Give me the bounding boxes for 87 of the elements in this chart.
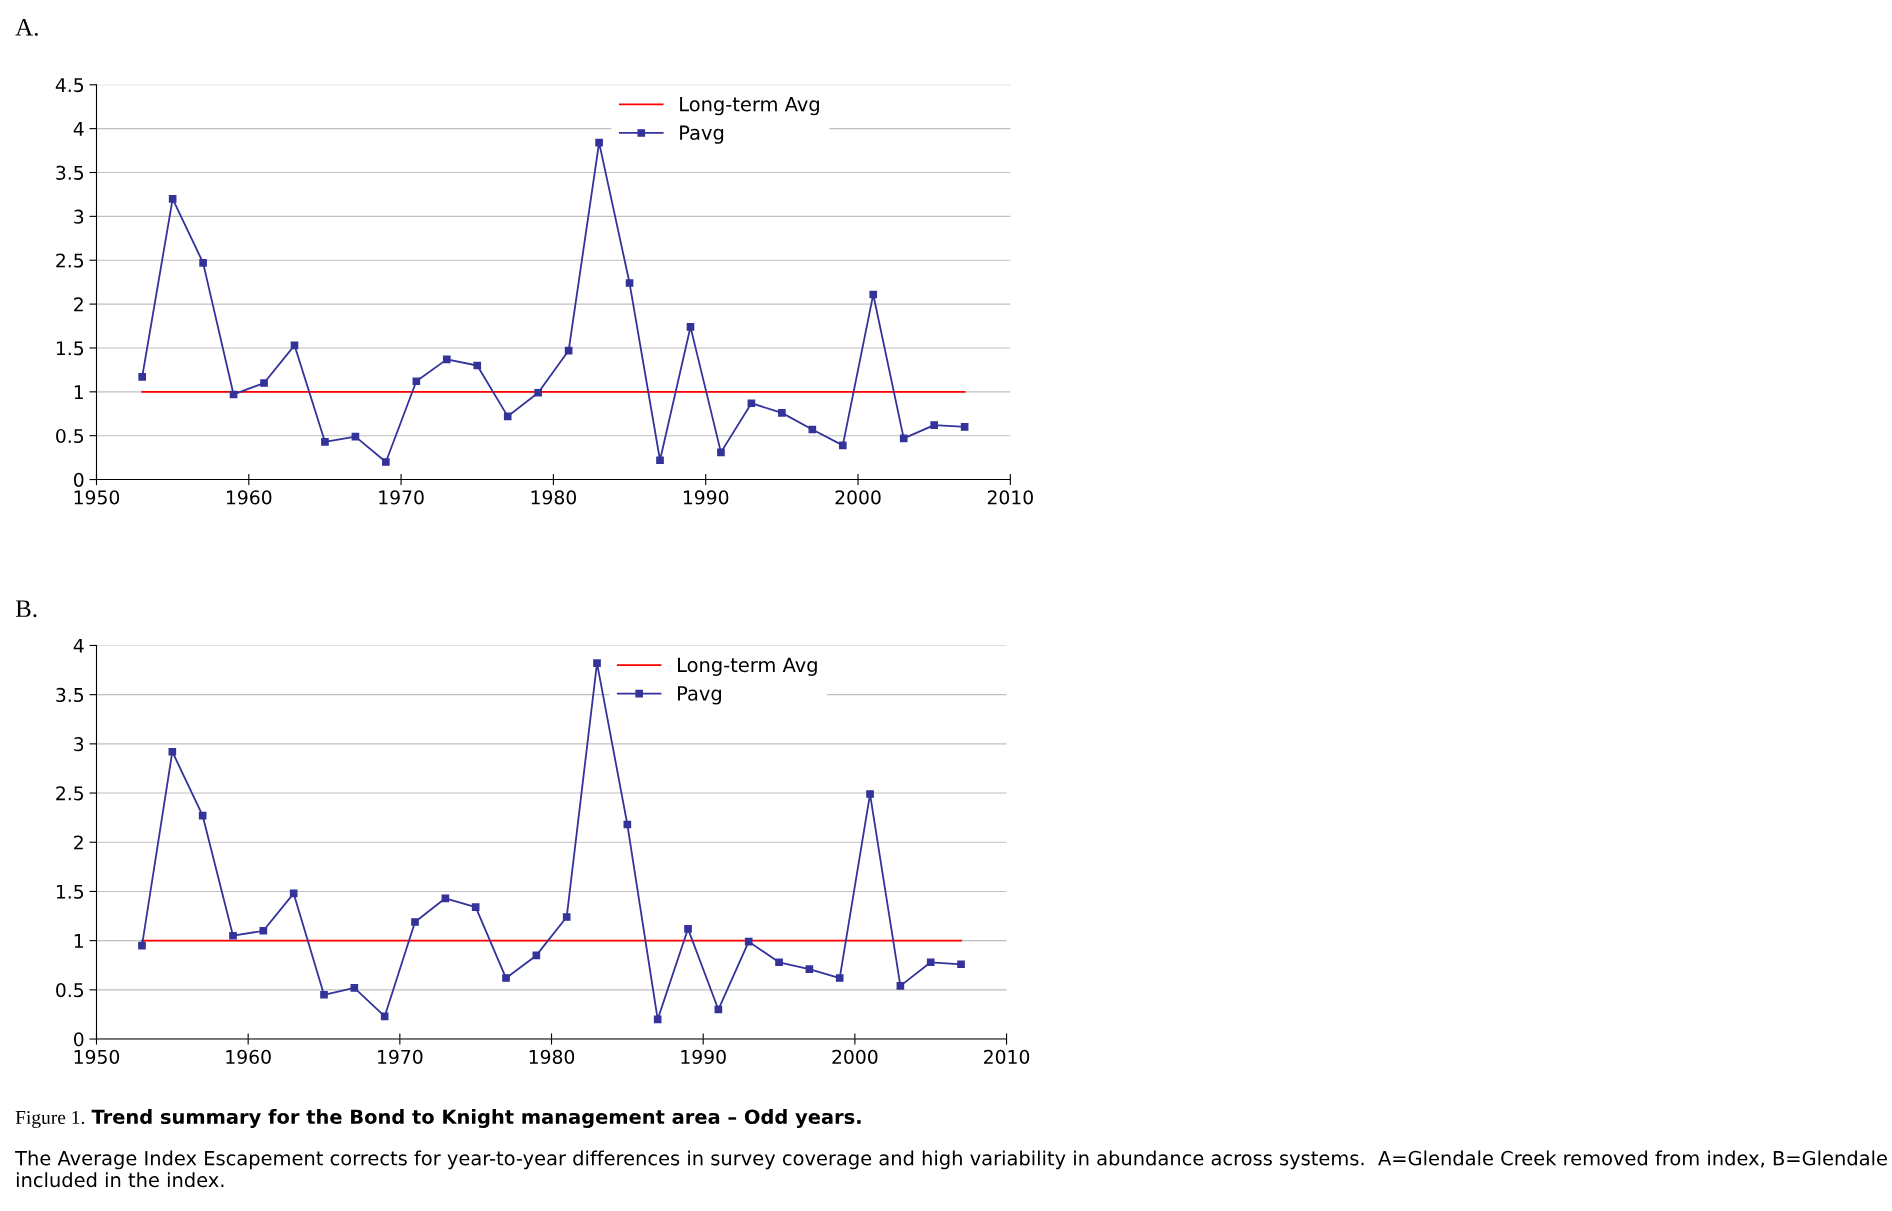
y-tick-label: 4.5 [55, 78, 84, 93]
x-tick-label: 1950 [74, 490, 120, 505]
point [866, 790, 874, 798]
point [503, 412, 512, 421]
point [471, 903, 480, 912]
point [198, 811, 207, 820]
point [199, 259, 207, 267]
x-tick-label: 1960 [226, 1049, 271, 1064]
point [260, 379, 268, 387]
point [350, 984, 359, 992]
legend-label: Long-term Avg [678, 657, 817, 676]
point [957, 960, 965, 969]
y-tick-label: 3.5 [56, 687, 84, 703]
text: B. [15, 600, 37, 618]
point [138, 373, 147, 381]
point [960, 423, 969, 431]
x-tick-label: 2010 [984, 1049, 1030, 1064]
y-tick-label: 0.5 [56, 983, 84, 998]
y-tick-label: 1 [74, 385, 83, 399]
point [835, 974, 844, 982]
point [593, 659, 601, 667]
text: Trend summary for the Bond to Knight management area – Odd years. [91, 1109, 861, 1128]
point [778, 409, 786, 417]
y-tick-label: 3 [74, 209, 84, 224]
point [899, 434, 908, 443]
y-tick-label: 0 [73, 472, 84, 487]
x-tick-label: 2000 [832, 1049, 878, 1064]
y-tick-label: 2.5 [56, 786, 84, 801]
point [838, 441, 847, 450]
caption: Figure 1. [15, 1110, 85, 1128]
y-tick-label: 3.5 [56, 165, 84, 180]
point [138, 941, 146, 950]
y-tick-label: 0.5 [56, 428, 84, 444]
point [473, 361, 482, 370]
point [775, 958, 783, 967]
x-tick-label: 1980 [531, 490, 577, 505]
point [896, 982, 905, 990]
x-tick-label: 1960 [227, 490, 272, 505]
point [412, 377, 421, 386]
point [595, 138, 603, 147]
y-tick-label: 0 [73, 1032, 84, 1047]
point [805, 965, 814, 973]
point [625, 279, 634, 287]
point [926, 958, 935, 967]
point [717, 448, 725, 457]
y-tick-label: 1 [74, 934, 83, 948]
y-tick-label: 2 [74, 835, 83, 850]
y-tick-label: 2 [74, 297, 83, 312]
y-tick-label: 3 [74, 737, 84, 752]
y-tick-label: 4 [73, 122, 84, 136]
point [411, 918, 419, 926]
point [656, 456, 664, 465]
point [653, 1015, 662, 1024]
x-tick-label: 1980 [529, 1049, 575, 1064]
y-tick-label: 2.5 [56, 253, 84, 268]
point [229, 931, 237, 940]
point [259, 926, 268, 935]
legend-label: Long-term Avg [680, 97, 819, 116]
y-tick-label: 4 [73, 638, 84, 653]
point [320, 990, 328, 999]
point [502, 974, 510, 982]
x-tick-label: 2010 [987, 490, 1033, 505]
point [442, 355, 451, 364]
point [562, 913, 571, 921]
y-tick-label: 1.5 [56, 341, 84, 356]
point [686, 323, 695, 331]
x-tick-label: 1990 [683, 490, 729, 505]
x-tick-label: 1970 [378, 1049, 423, 1064]
point [382, 458, 390, 466]
y-tick-label: 1.5 [56, 884, 84, 899]
x-tick-label: 1970 [379, 490, 424, 505]
point [747, 399, 756, 408]
point [168, 747, 177, 756]
point [744, 937, 753, 946]
text: A. [15, 19, 38, 36]
point [930, 421, 938, 429]
text: The Average Index Escapement corrects for year-to-year differences in survey coverage and high variability in abundance across systems. A=Glendale Creek removed from index, B=Glendale included in the index. [15, 1150, 1887, 1188]
point [534, 388, 542, 397]
x-tick-label: 1990 [681, 1049, 726, 1064]
point [869, 290, 878, 299]
legend-label: Pavg [680, 125, 724, 144]
point [168, 194, 177, 203]
point [321, 438, 329, 446]
x-tick-label: 1950 [74, 1049, 120, 1064]
x-tick-label: 2000 [835, 490, 881, 505]
legend-label: Pavg [678, 686, 721, 705]
point [684, 925, 692, 933]
